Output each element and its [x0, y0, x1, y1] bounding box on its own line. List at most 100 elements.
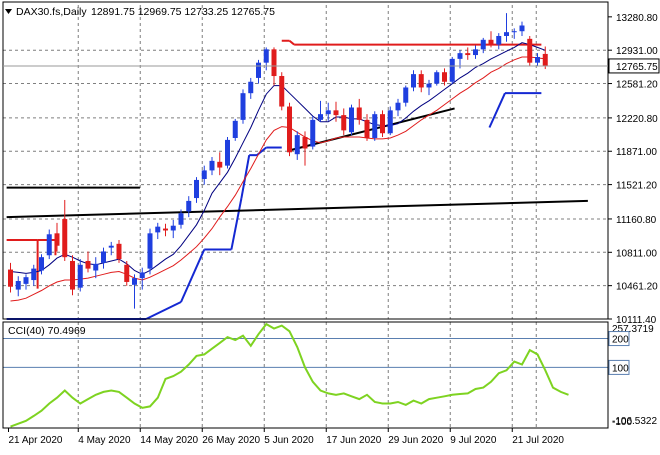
candle-body [132, 278, 137, 285]
bear-candle [341, 108, 347, 136]
candle-body [225, 139, 230, 166]
candle-body [85, 260, 91, 269]
date-axis-label: 21 Apr 2020 [9, 435, 63, 446]
candle-body [465, 53, 471, 56]
bull-candle [372, 111, 378, 141]
bull-candle [201, 165, 207, 185]
candle-body [302, 137, 308, 149]
candle-body [395, 102, 401, 111]
trend-lines[interactable] [6, 107, 588, 219]
bear-candle [418, 70, 424, 93]
bull-candle [209, 157, 215, 176]
cloud-blue-segment [240, 154, 251, 199]
chart-frame [2, 1, 609, 429]
cci-level-tag [608, 331, 630, 347]
candle-body [279, 76, 285, 107]
bear-candle [287, 102, 292, 157]
candle-body [449, 58, 455, 82]
candle-body [248, 81, 254, 94]
bear-candle [465, 47, 471, 60]
grid-lines [3, 5, 608, 428]
symbol-label: DAX30.fs,Daily [16, 6, 87, 18]
candle-body [163, 228, 168, 231]
candle-body [209, 160, 215, 171]
candle-body [62, 219, 68, 258]
bear-candle [542, 46, 548, 70]
cci-level-tag [608, 359, 630, 375]
bull-candle [325, 102, 331, 121]
bull-candle [194, 177, 199, 203]
bull-candle [15, 276, 21, 297]
cci-title: CCI(40) 70.4969 [8, 325, 86, 337]
bear-candle [8, 262, 13, 293]
candle-body [364, 119, 370, 138]
candle-body [232, 120, 238, 138]
cloud-blue-segment [180, 249, 206, 303]
bear-candle [85, 251, 91, 273]
candle-body [287, 106, 292, 153]
date-axis-label: 26 May 2020 [202, 435, 260, 446]
candle-body [480, 39, 486, 50]
bull-candle [147, 228, 153, 275]
bull-candle [519, 21, 525, 36]
candle-body [535, 56, 540, 63]
candle-body [496, 35, 502, 45]
main-pane-border [2, 1, 609, 320]
candle-body [147, 233, 153, 269]
bull-candle [411, 70, 416, 92]
candle-body [101, 251, 106, 263]
bull-candle [403, 85, 409, 107]
candle-body [263, 49, 269, 63]
bear-candle [527, 35, 533, 67]
bull-candle [93, 257, 99, 279]
candle-body [201, 170, 207, 179]
price-axis-label: 12931.00 [616, 46, 658, 57]
bear-candle [124, 260, 130, 286]
candle-body [294, 135, 300, 155]
bull-candle [139, 267, 145, 290]
candle-body [170, 225, 176, 231]
candle-body [256, 62, 261, 78]
trend-line [289, 107, 455, 152]
bull-candle [535, 53, 540, 66]
date-axis-label: 9 Jul 2020 [450, 435, 497, 446]
candle-body [442, 72, 447, 82]
candle-body [504, 32, 509, 36]
bull-candle [248, 77, 254, 99]
date-axis-label: 4 May 2020 [78, 435, 131, 446]
candle-body [457, 53, 463, 59]
bull-candle [240, 89, 246, 124]
bull-candle [457, 50, 463, 69]
price-axis-label: 10461.20 [616, 282, 658, 293]
bull-candle [256, 59, 261, 84]
bear-candle [488, 31, 494, 48]
bull-candle [186, 196, 192, 218]
bull-candle [77, 259, 83, 292]
candle-body [124, 264, 130, 282]
candle-body [341, 115, 347, 131]
candle-body [426, 83, 432, 88]
axes: 13280.80 12931.00 12581.20 12220.80 11871.00… [3, 13, 660, 446]
candle-body [217, 161, 223, 168]
date-axis-label: 17 Jun 2020 [326, 435, 381, 446]
bear-candle [442, 68, 447, 86]
candle-body [139, 272, 145, 279]
candle-body [488, 39, 494, 45]
date-axis-label: 14 May 2020 [140, 435, 198, 446]
bear-candle [333, 101, 339, 122]
bull-candle [178, 209, 184, 229]
cloud-lines [6, 39, 542, 320]
candle-body [349, 107, 354, 133]
candle-body [356, 107, 362, 120]
ohlc-label: 12891.75 12969.75 12733.25 12765.75 [91, 6, 275, 18]
cci-line [10, 322, 569, 428]
date-axis-label: 21 Jul 2020 [512, 435, 564, 446]
triangle-down-icon[interactable] [5, 9, 12, 14]
bull-candle [46, 229, 52, 260]
bull-candle [263, 47, 269, 71]
candle-body [70, 260, 75, 290]
bear-candle [380, 110, 385, 138]
price-axis-label: 10811.00 [616, 248, 657, 259]
